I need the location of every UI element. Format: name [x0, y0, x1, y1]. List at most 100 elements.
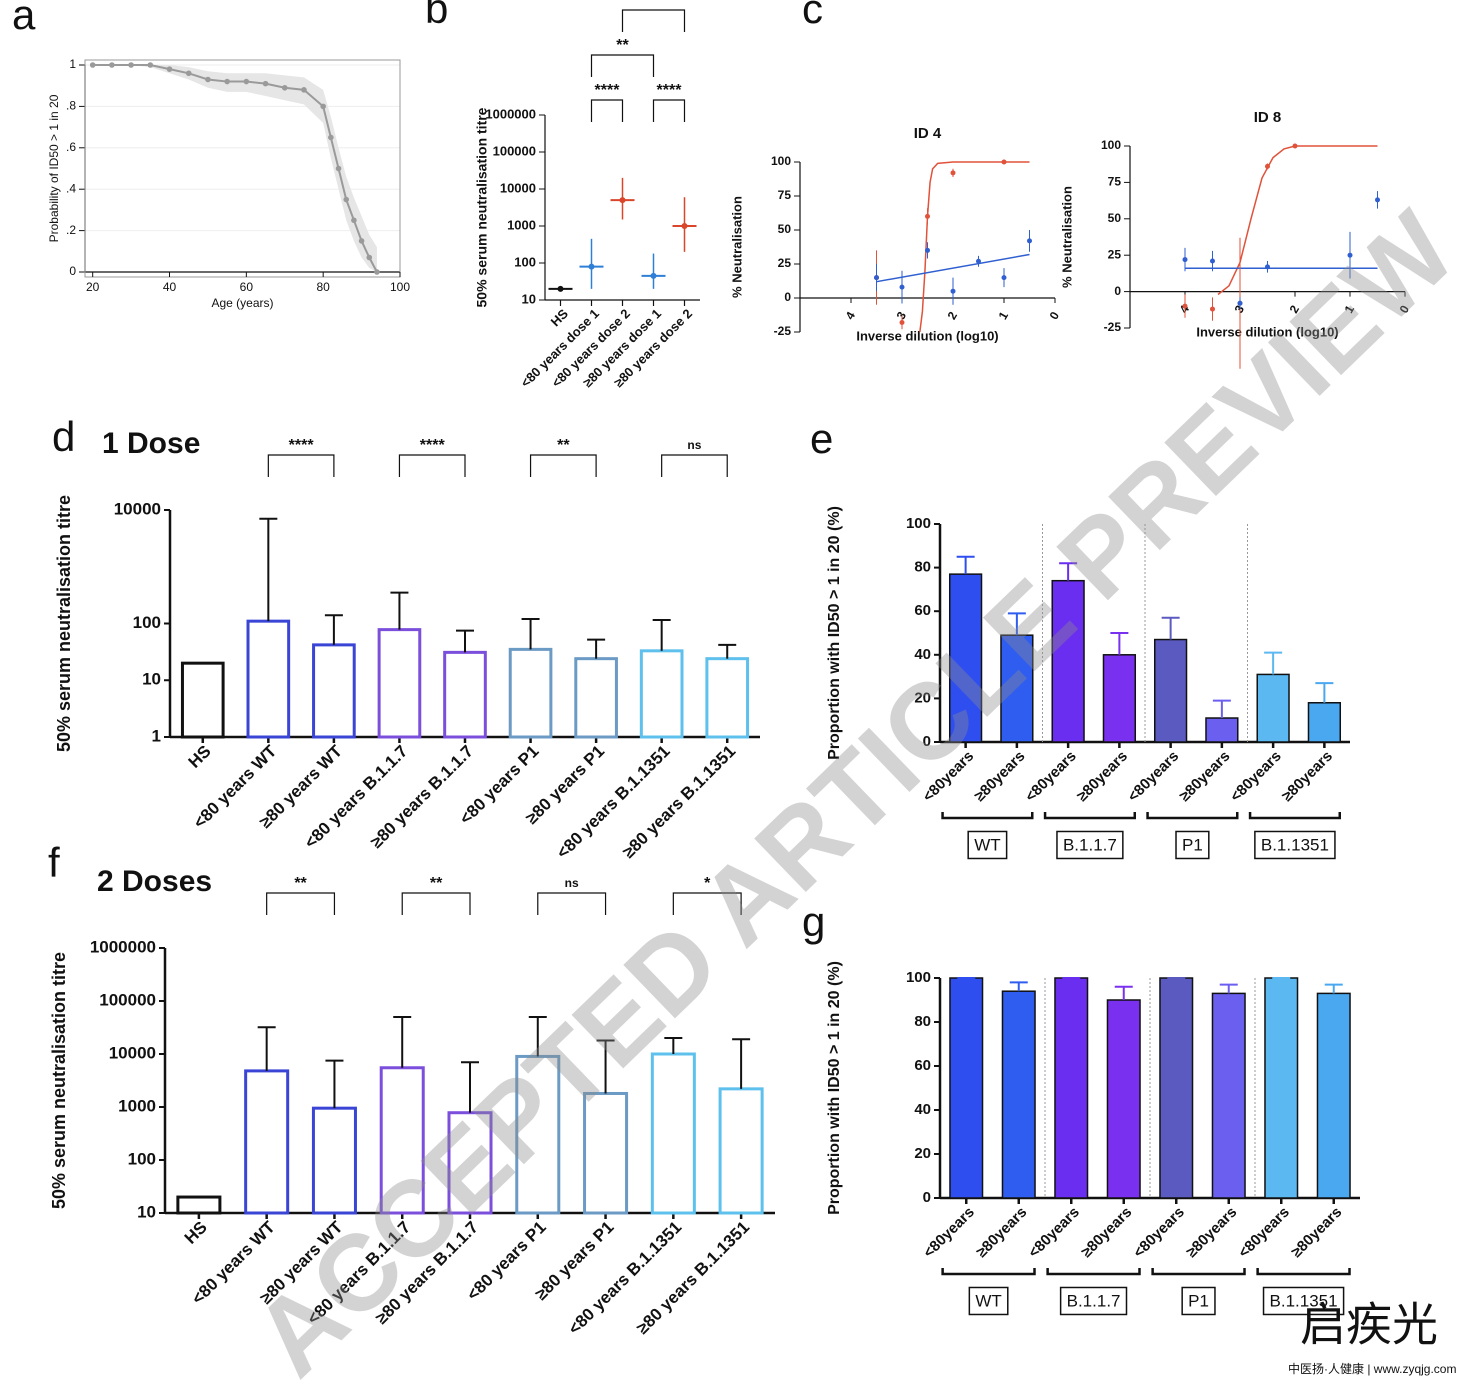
point: [557, 285, 564, 292]
bar: [574, 657, 618, 739]
significance-bracket: [590, 54, 655, 77]
y-tick-label: 100: [1101, 138, 1121, 152]
bar: [949, 977, 984, 1199]
panel-letter: b: [425, 0, 448, 32]
x-tick-label: <80years: [1125, 748, 1183, 806]
group-label: WT: [974, 835, 1000, 854]
group-box: [1181, 1286, 1216, 1316]
bar: [1264, 977, 1299, 1199]
y-tick-label: 75: [778, 188, 792, 202]
point: [374, 269, 380, 275]
x-tick-label: HS: [548, 306, 572, 330]
point: [1001, 159, 1007, 165]
point: [335, 165, 342, 172]
y-axis-label: % Neutralisation: [1059, 186, 1074, 288]
bar: [246, 619, 291, 739]
x-tick-label: 2: [945, 309, 961, 322]
x-tick-label: ≥80years: [1183, 1204, 1240, 1261]
point: [650, 272, 657, 279]
point: [1265, 264, 1270, 270]
significance-label: ****: [420, 437, 446, 454]
y-tick-label: 10: [142, 670, 161, 689]
group-box: [1059, 1286, 1128, 1316]
x-tick-label: <80years: [1022, 748, 1080, 806]
group-bracket: [1256, 1268, 1351, 1276]
group-bracket: [1146, 812, 1239, 820]
y-axis-label: Probability of ID50 > 1 in 20: [47, 94, 61, 242]
significance-label: **: [616, 37, 629, 54]
y-tick-label: 80: [914, 1013, 931, 1030]
point: [950, 170, 956, 176]
group-bracket: [1248, 812, 1341, 820]
significance-bracket: [661, 454, 728, 477]
bar: [705, 657, 750, 739]
bar: [377, 628, 422, 739]
y-tick-label: 100: [771, 154, 791, 168]
group-label: P1: [1188, 1291, 1209, 1310]
y-tick-label: 0: [923, 1189, 931, 1206]
bar: [1205, 717, 1239, 743]
x-tick-label: 0: [1047, 309, 1063, 322]
significance-label: ns: [565, 876, 579, 890]
y-axis-label: Proportion with ID50 > 1 in 20 (%): [826, 506, 843, 760]
point: [1347, 252, 1353, 258]
y-tick-label: 0: [69, 264, 76, 278]
group-label: B.1.1.7: [1063, 835, 1117, 854]
y-tick-label: -25: [1104, 320, 1122, 334]
significance-bracket: [267, 454, 335, 477]
significance-label: **: [294, 875, 307, 892]
y-tick-label: 100: [906, 969, 931, 986]
significance-label: ****: [595, 82, 621, 99]
point: [358, 238, 365, 244]
bar: [1054, 977, 1089, 1199]
group-box: [968, 1286, 1009, 1316]
point: [1001, 275, 1007, 281]
x-tick-label: ≥80years: [973, 1204, 1030, 1261]
point: [1292, 143, 1298, 149]
y-tick-label: 1000000: [90, 937, 156, 956]
panel-letter: c: [802, 0, 823, 32]
y-tick-label: 20: [914, 689, 931, 706]
y-tick-label: 1000: [118, 1096, 156, 1115]
y-tick-label: 25: [778, 256, 792, 270]
y-tick-label: 40: [914, 1101, 931, 1118]
y-tick-label: 1: [69, 57, 76, 71]
x-tick-label: ≥80years: [1176, 748, 1233, 805]
x-axis-label: Age (years): [211, 296, 273, 310]
bar: [1102, 654, 1137, 743]
y-tick-label: 1000: [507, 217, 536, 232]
x-tick-label: ≥80years: [1288, 1204, 1345, 1261]
chart-title: 2 Doses: [97, 865, 212, 898]
x-tick-label: 60: [240, 280, 254, 294]
y-tick-label: 100: [133, 613, 161, 632]
group-box: [967, 830, 1008, 860]
x-tick-label: ≥80 years B.1.1351: [633, 1218, 753, 1338]
y-tick-label: 0: [1114, 284, 1121, 298]
x-tick-label: ≥80years: [1074, 748, 1131, 805]
bar: [1051, 579, 1085, 743]
bar: [718, 1087, 764, 1215]
point: [320, 103, 326, 110]
bar: [180, 661, 225, 739]
group-box: [1262, 1286, 1345, 1316]
significance-label: ns: [687, 438, 701, 452]
x-tick-label: 20: [86, 280, 100, 294]
point: [1027, 238, 1032, 244]
point: [1237, 300, 1243, 306]
group-box: [1175, 830, 1210, 860]
point: [1182, 303, 1188, 309]
y-tick-label: 50: [1108, 211, 1122, 225]
point: [89, 62, 96, 68]
point: [262, 80, 269, 87]
bar: [244, 1069, 290, 1215]
line: [92, 64, 378, 273]
plot-frame: [84, 59, 401, 278]
point: [899, 319, 905, 325]
y-axis-label: 50% serum neutralisation titre: [54, 495, 74, 752]
y-tick-label: 0: [923, 733, 931, 750]
y-tick-label: .2: [66, 223, 76, 237]
y-tick-label: 100000: [493, 143, 536, 158]
bar: [1001, 990, 1036, 1199]
bar: [1153, 638, 1188, 743]
